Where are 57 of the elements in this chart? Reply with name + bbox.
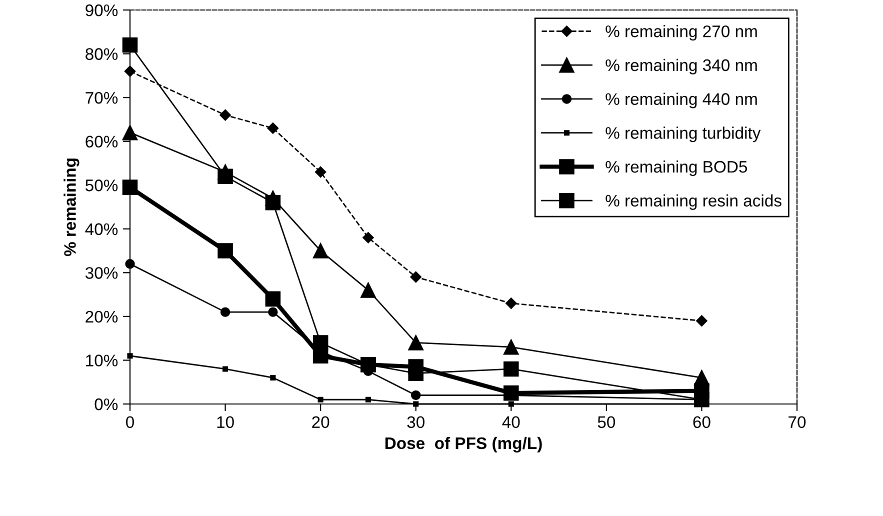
point [508, 401, 514, 407]
legend-label: % remaining turbidity [606, 126, 761, 142]
point [696, 315, 708, 326]
y-tick-label: 80% [86, 48, 118, 60]
point [318, 396, 324, 402]
y-tick-label: 40% [85, 223, 118, 236]
legend-label: % remaining BOD5 [606, 160, 748, 176]
point [504, 361, 519, 377]
x-tick-label: 10 [217, 416, 234, 428]
point [267, 122, 279, 134]
x-tick-label: 30 [407, 416, 424, 428]
x-tick-label: 40 [502, 416, 520, 428]
point [504, 339, 519, 355]
x-tick-label: 50 [598, 416, 616, 428]
point [122, 37, 138, 53]
legend-label: % remaining resin acids [606, 194, 782, 210]
y-axis-title: % remaining [64, 158, 80, 256]
point [270, 374, 276, 381]
y-tick-label: 60% [86, 136, 118, 148]
y-tick-label: 30% [85, 267, 118, 279]
point [220, 307, 230, 317]
point [408, 335, 424, 350]
point [410, 271, 422, 283]
y-tick-label: 90% [86, 4, 118, 16]
point [504, 385, 519, 401]
point [218, 243, 233, 258]
x-tick-label: 60 [693, 416, 710, 428]
point [265, 291, 281, 307]
legend-label: % remaining 270 nm [606, 25, 757, 41]
point [312, 243, 328, 258]
y-tick-label: 50% [86, 180, 118, 192]
point [265, 194, 281, 210]
point [365, 396, 371, 402]
point [127, 353, 133, 359]
y-tick-label: 70% [86, 92, 118, 104]
point [222, 366, 228, 372]
point [122, 180, 138, 195]
x-axis-title: Dose of PFS (mg/L) [385, 436, 542, 453]
point [220, 109, 231, 121]
point [410, 390, 421, 400]
point [124, 66, 136, 77]
y-tick-label: 10% [86, 354, 118, 366]
point [312, 335, 328, 350]
y-tick-label: 20% [86, 310, 118, 323]
legend-label: % remaining 440 nm [606, 92, 757, 108]
point [360, 282, 376, 298]
point [314, 166, 326, 178]
point [218, 168, 233, 184]
x-tick-label: 70 [788, 416, 806, 428]
x-tick-label: 0 [126, 416, 134, 428]
point [268, 307, 278, 317]
x-tick-label: 20 [312, 416, 330, 428]
point [413, 401, 419, 407]
legend-label: % remaining 340 nm [606, 58, 757, 74]
point [362, 232, 374, 244]
y-tick-label: 0% [94, 398, 118, 410]
point [506, 298, 517, 309]
